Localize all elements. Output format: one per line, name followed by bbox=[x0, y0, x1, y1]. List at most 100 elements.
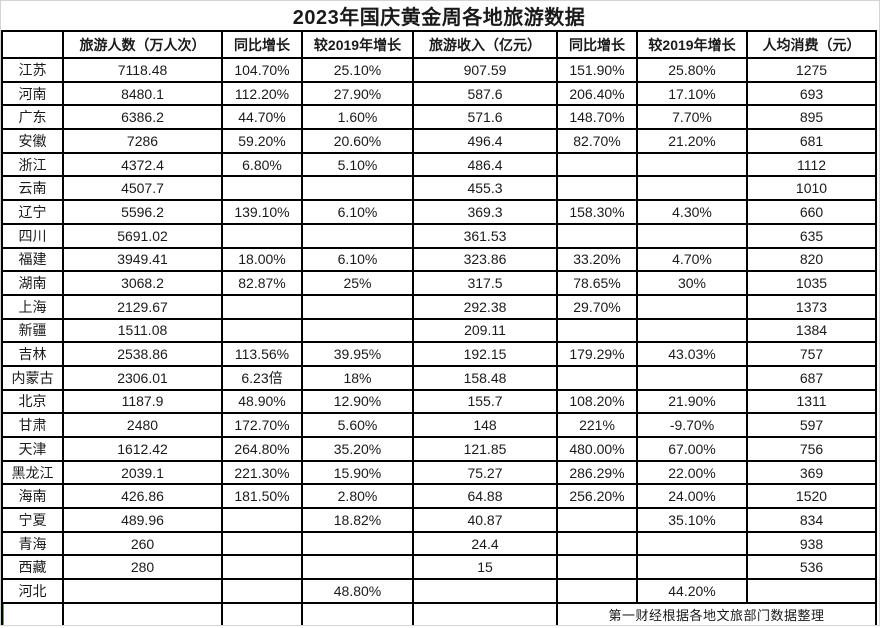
header-cell-per-capita-spend[interactable]: 人均消费（元） bbox=[746, 30, 877, 59]
value-cell[interactable]: 1035 bbox=[746, 270, 877, 296]
value-cell[interactable]: 3949.41 bbox=[62, 246, 223, 273]
value-cell[interactable]: 660 bbox=[746, 199, 877, 225]
province-cell[interactable]: 福建 bbox=[1, 246, 64, 273]
value-cell[interactable] bbox=[636, 554, 748, 581]
value-cell[interactable] bbox=[221, 175, 303, 202]
value-cell[interactable]: 280 bbox=[62, 554, 223, 581]
value-cell[interactable]: 536 bbox=[746, 554, 877, 581]
value-cell[interactable]: 15.90% bbox=[301, 459, 414, 486]
province-cell[interactable]: 西藏 bbox=[1, 554, 64, 581]
province-cell[interactable]: 安徽 bbox=[1, 128, 64, 154]
value-cell[interactable]: 1373 bbox=[746, 293, 877, 320]
value-cell[interactable]: 6.10% bbox=[301, 199, 414, 225]
value-cell[interactable]: 426.86 bbox=[62, 483, 223, 510]
province-cell[interactable]: 北京 bbox=[1, 388, 64, 415]
value-cell[interactable]: 2480 bbox=[62, 412, 223, 438]
value-cell[interactable]: 12.90% bbox=[301, 388, 414, 415]
value-cell[interactable]: 7.70% bbox=[636, 104, 748, 131]
value-cell[interactable]: 687 bbox=[746, 364, 877, 391]
value-cell[interactable]: 39.95% bbox=[301, 341, 414, 367]
value-cell[interactable]: 25.80% bbox=[636, 57, 748, 83]
value-cell[interactable]: 757 bbox=[746, 341, 877, 367]
header-cell-yoy-growth-revenue[interactable]: 同比增长 bbox=[556, 30, 638, 59]
header-cell-province[interactable] bbox=[1, 30, 64, 59]
value-cell[interactable]: 2039.1 bbox=[62, 459, 223, 486]
province-cell[interactable]: 天津 bbox=[1, 436, 64, 462]
value-cell[interactable]: 158.30% bbox=[556, 199, 638, 225]
value-cell[interactable]: 82.87% bbox=[221, 270, 303, 296]
value-cell[interactable]: 6.23倍 bbox=[221, 364, 303, 391]
value-cell[interactable]: 895 bbox=[746, 104, 877, 131]
value-cell[interactable]: 4507.7 bbox=[62, 175, 223, 202]
value-cell[interactable]: 597 bbox=[746, 412, 877, 438]
value-cell[interactable] bbox=[636, 175, 748, 202]
value-cell[interactable]: 35.10% bbox=[636, 507, 748, 533]
value-cell[interactable]: 587.6 bbox=[412, 80, 558, 107]
value-cell[interactable]: 179.29% bbox=[556, 341, 638, 367]
value-cell[interactable] bbox=[301, 175, 414, 202]
province-cell[interactable]: 辽宁 bbox=[1, 199, 64, 225]
value-cell[interactable] bbox=[412, 578, 558, 604]
header-cell-vs2019-growth-visitors[interactable]: 较2019年增长 bbox=[301, 30, 414, 59]
value-cell[interactable]: 21.20% bbox=[636, 128, 748, 154]
header-cell-revenue[interactable]: 旅游收入（亿元） bbox=[412, 30, 558, 59]
value-cell[interactable]: 155.7 bbox=[412, 388, 558, 415]
value-cell[interactable] bbox=[746, 578, 877, 604]
value-cell[interactable] bbox=[221, 317, 303, 344]
value-cell[interactable]: 1520 bbox=[746, 483, 877, 510]
value-cell[interactable]: 43.03% bbox=[636, 341, 748, 367]
value-cell[interactable] bbox=[301, 530, 414, 557]
cell[interactable] bbox=[62, 601, 223, 625]
value-cell[interactable]: 48.80% bbox=[301, 578, 414, 604]
value-cell[interactable]: 22.00% bbox=[636, 459, 748, 486]
value-cell[interactable]: 455.3 bbox=[412, 175, 558, 202]
value-cell[interactable]: 27.90% bbox=[301, 80, 414, 107]
value-cell[interactable]: 1384 bbox=[746, 317, 877, 344]
value-cell[interactable] bbox=[221, 222, 303, 249]
value-cell[interactable] bbox=[221, 530, 303, 557]
value-cell[interactable]: 5691.02 bbox=[62, 222, 223, 249]
value-cell[interactable] bbox=[636, 151, 748, 178]
value-cell[interactable]: 1311 bbox=[746, 388, 877, 415]
value-cell[interactable]: 33.20% bbox=[556, 246, 638, 273]
value-cell[interactable]: 139.10% bbox=[221, 199, 303, 225]
value-cell[interactable]: 18% bbox=[301, 364, 414, 391]
value-cell[interactable]: 256.20% bbox=[556, 483, 638, 510]
value-cell[interactable]: 2306.01 bbox=[62, 364, 223, 391]
value-cell[interactable]: 1187.9 bbox=[62, 388, 223, 415]
value-cell[interactable] bbox=[636, 222, 748, 249]
value-cell[interactable]: 369.3 bbox=[412, 199, 558, 225]
value-cell[interactable]: 681 bbox=[746, 128, 877, 154]
header-cell-visitors[interactable]: 旅游人数（万人次） bbox=[62, 30, 223, 59]
value-cell[interactable]: 1275 bbox=[746, 57, 877, 83]
value-cell[interactable]: 67.00% bbox=[636, 436, 748, 462]
value-cell[interactable] bbox=[556, 175, 638, 202]
value-cell[interactable] bbox=[62, 578, 223, 604]
value-cell[interactable] bbox=[301, 293, 414, 320]
value-cell[interactable]: 5.60% bbox=[301, 412, 414, 438]
value-cell[interactable]: 6386.2 bbox=[62, 104, 223, 131]
value-cell[interactable]: 496.4 bbox=[412, 128, 558, 154]
value-cell[interactable]: 35.20% bbox=[301, 436, 414, 462]
value-cell[interactable]: 181.50% bbox=[221, 483, 303, 510]
value-cell[interactable]: 121.85 bbox=[412, 436, 558, 462]
value-cell[interactable]: 6.80% bbox=[221, 151, 303, 178]
value-cell[interactable]: 29.70% bbox=[556, 293, 638, 320]
value-cell[interactable]: 44.20% bbox=[636, 578, 748, 604]
value-cell[interactable]: 489.96 bbox=[62, 507, 223, 533]
value-cell[interactable]: 4.70% bbox=[636, 246, 748, 273]
province-cell[interactable]: 广东 bbox=[1, 104, 64, 131]
value-cell[interactable]: 24.4 bbox=[412, 530, 558, 557]
value-cell[interactable]: 1010 bbox=[746, 175, 877, 202]
value-cell[interactable]: 221% bbox=[556, 412, 638, 438]
province-cell[interactable]: 河南 bbox=[1, 80, 64, 107]
value-cell[interactable]: 317.5 bbox=[412, 270, 558, 296]
value-cell[interactable]: 64.88 bbox=[412, 483, 558, 510]
value-cell[interactable] bbox=[556, 151, 638, 178]
value-cell[interactable]: 2129.67 bbox=[62, 293, 223, 320]
value-cell[interactable] bbox=[636, 293, 748, 320]
header-cell-vs2019-growth-revenue[interactable]: 较2019年增长 bbox=[636, 30, 748, 59]
value-cell[interactable] bbox=[221, 554, 303, 581]
value-cell[interactable]: 4.30% bbox=[636, 199, 748, 225]
value-cell[interactable]: 148 bbox=[412, 412, 558, 438]
